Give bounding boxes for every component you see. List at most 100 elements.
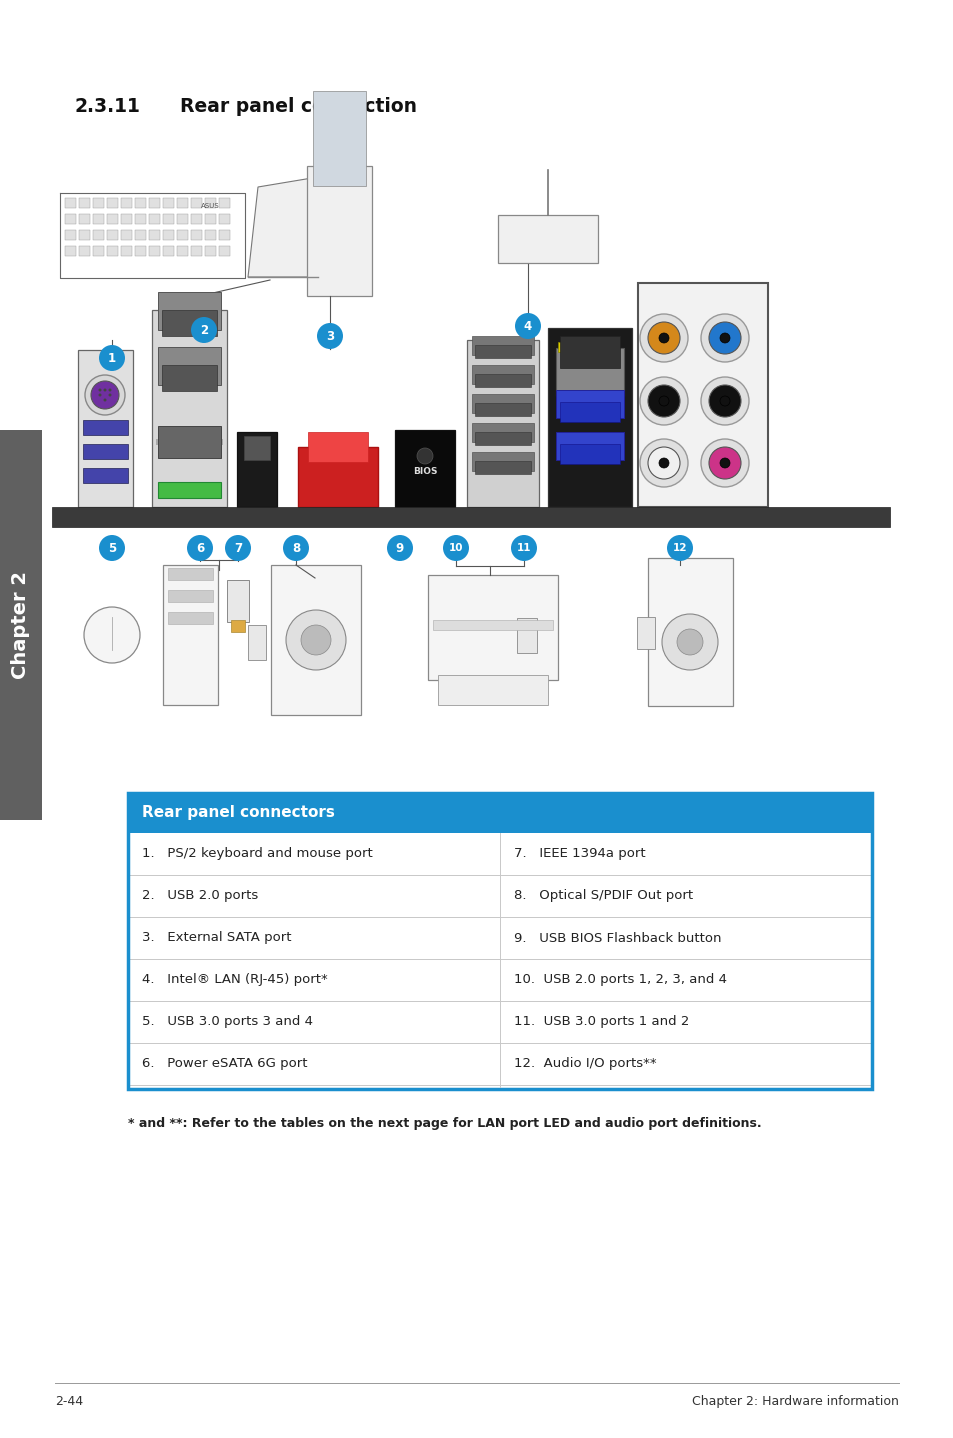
Bar	[163, 230, 173, 240]
Circle shape	[442, 535, 469, 561]
Circle shape	[639, 439, 687, 487]
Circle shape	[515, 313, 540, 339]
Bar	[149, 198, 160, 209]
Bar	[78, 349, 132, 508]
Bar	[168, 613, 213, 624]
Bar	[177, 230, 188, 240]
Circle shape	[659, 395, 668, 406]
Bar	[308, 431, 368, 462]
Circle shape	[109, 394, 112, 397]
Bar	[497, 216, 598, 263]
Circle shape	[99, 345, 125, 371]
Bar	[556, 390, 623, 418]
Circle shape	[416, 449, 433, 464]
Text: * and **: Refer to the tables on the next page for LAN port LED and audio port d: * and **: Refer to the tables on the nex…	[128, 1117, 760, 1130]
Bar	[637, 617, 655, 649]
Bar	[149, 230, 160, 240]
Bar	[475, 374, 531, 387]
Circle shape	[700, 313, 748, 362]
Bar	[556, 348, 623, 395]
Text: 8.   Optical S/PDIF Out port: 8. Optical S/PDIF Out port	[514, 890, 693, 903]
Circle shape	[720, 457, 729, 467]
Bar	[135, 198, 146, 209]
Bar	[121, 246, 132, 256]
Bar	[475, 431, 531, 444]
Text: 7.   IEEE 1394a port: 7. IEEE 1394a port	[514, 847, 645, 860]
Bar	[559, 336, 619, 368]
Bar	[475, 345, 531, 358]
Circle shape	[700, 439, 748, 487]
Circle shape	[286, 610, 346, 670]
Bar	[135, 214, 146, 224]
Text: 4.   Intel® LAN (RJ-45) port*: 4. Intel® LAN (RJ-45) port*	[142, 974, 328, 986]
Circle shape	[659, 457, 668, 467]
Text: 5: 5	[108, 542, 116, 555]
Circle shape	[666, 535, 692, 561]
Bar	[128, 917, 499, 959]
Circle shape	[109, 388, 112, 391]
Bar	[65, 230, 76, 240]
Bar	[107, 198, 118, 209]
Text: 9: 9	[395, 542, 404, 555]
Text: BIOS: BIOS	[413, 466, 436, 476]
Bar	[205, 246, 215, 256]
Bar	[92, 214, 104, 224]
Bar	[128, 833, 499, 874]
Bar	[219, 230, 230, 240]
Bar	[135, 230, 146, 240]
Text: 3: 3	[326, 329, 334, 342]
Bar	[499, 1043, 871, 1086]
Bar	[92, 198, 104, 209]
Bar	[163, 246, 173, 256]
Circle shape	[639, 377, 687, 426]
Circle shape	[387, 535, 413, 561]
Text: 2.3.11: 2.3.11	[75, 96, 141, 116]
Bar	[395, 430, 455, 508]
Text: 3.   External SATA port: 3. External SATA port	[142, 932, 292, 945]
Bar	[121, 198, 132, 209]
Bar	[168, 590, 213, 603]
Bar	[121, 230, 132, 240]
Bar	[152, 311, 227, 508]
Circle shape	[191, 316, 216, 344]
Bar	[437, 674, 547, 705]
Text: 10.  USB 2.0 ports 1, 2, 3, and 4: 10. USB 2.0 ports 1, 2, 3, and 4	[514, 974, 726, 986]
Polygon shape	[248, 177, 317, 278]
Bar	[559, 403, 619, 421]
Bar	[0, 430, 42, 820]
Bar	[428, 575, 558, 680]
Bar	[205, 230, 215, 240]
Bar	[638, 283, 767, 508]
Bar	[236, 431, 276, 508]
Bar	[79, 198, 90, 209]
Bar	[135, 246, 146, 256]
Bar	[433, 620, 553, 630]
Bar	[52, 508, 889, 526]
Bar	[79, 214, 90, 224]
Circle shape	[103, 398, 107, 401]
Bar	[158, 426, 221, 457]
Bar	[163, 565, 218, 705]
Bar	[149, 214, 160, 224]
Bar	[219, 246, 230, 256]
Bar	[191, 214, 202, 224]
Circle shape	[708, 385, 740, 417]
Circle shape	[647, 385, 679, 417]
Bar	[472, 336, 534, 355]
Bar	[499, 833, 871, 874]
Bar	[227, 580, 249, 623]
Bar	[177, 214, 188, 224]
Bar	[92, 246, 104, 256]
Bar	[65, 198, 76, 209]
Bar	[205, 214, 215, 224]
Bar	[177, 198, 188, 209]
Circle shape	[647, 322, 679, 354]
Bar	[128, 792, 871, 1089]
Bar	[219, 198, 230, 209]
Bar	[107, 214, 118, 224]
Bar	[191, 198, 202, 209]
Circle shape	[639, 313, 687, 362]
Bar	[128, 1001, 499, 1043]
Circle shape	[647, 447, 679, 479]
Bar	[313, 91, 366, 186]
